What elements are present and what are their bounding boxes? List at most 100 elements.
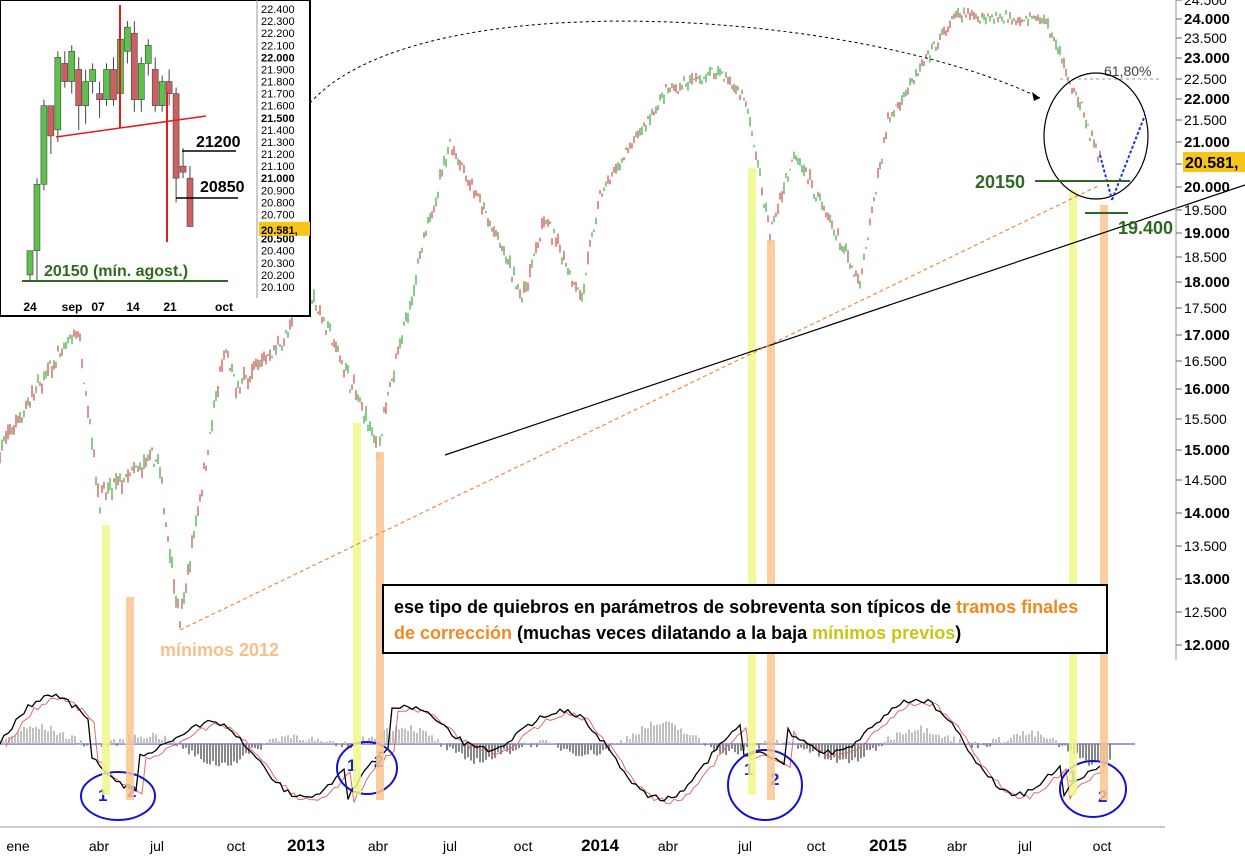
inset-y-tick-label: 22.200 <box>261 28 295 40</box>
x-tick-label: abr <box>368 838 389 854</box>
inset-candle-body <box>124 26 131 52</box>
support-label-19400: 19.400 <box>1118 218 1173 238</box>
time-axis: ene abr jul oct 2013 abr jul oct 2014 abr jul oct 20… <box>0 826 1165 855</box>
arrow-head <box>1032 92 1040 101</box>
inset-y-tick-label: 21.200 <box>261 149 295 161</box>
inset-candle-body <box>138 63 145 100</box>
orange-highlight-bar <box>126 597 134 800</box>
inset-y-tick-label: 20.100 <box>261 282 295 294</box>
inset-candle-body <box>144 44 152 64</box>
x-tick-label: jul <box>149 838 164 854</box>
x-tick-label: 2014 <box>581 836 619 855</box>
y-tick-label: 20.000 <box>1184 179 1230 196</box>
inset-y-tick-label: 20.300 <box>261 258 295 270</box>
y-tick-label: 24.500 <box>1184 0 1227 8</box>
inset-candle-body <box>54 57 62 131</box>
inset-candle-body <box>151 69 159 107</box>
y-tick-label: 18.000 <box>1184 274 1230 291</box>
inset-candle-body <box>89 69 96 82</box>
y-tick-label: 23.000 <box>1184 50 1230 67</box>
inset-candle-body <box>179 165 187 173</box>
inset-candle-body <box>186 177 194 227</box>
chart-overlays: 61,80% 20150 19.400 mínimos 2012 <box>102 20 1245 800</box>
projection-line <box>1099 154 1113 201</box>
projection-line <box>1111 114 1146 201</box>
y-tick-label: 12.500 <box>1184 604 1227 620</box>
y-tick-label: 15.000 <box>1184 442 1230 459</box>
inset-candle-body <box>26 250 34 276</box>
inset-x-tick-label: 21 <box>163 300 177 314</box>
inset-x-tick-label: 14 <box>126 300 140 314</box>
inset-candle-body <box>172 93 180 179</box>
inset-y-tick-label: 22.100 <box>261 40 295 52</box>
curved-arrow <box>309 20 1041 104</box>
y-tick-label: 18.500 <box>1184 249 1227 265</box>
note-text-2: (muchas veces dilatando a la baja <box>512 623 813 643</box>
oscillator-circle <box>1059 760 1127 818</box>
x-tick-label: 2015 <box>869 836 907 855</box>
x-tick-label: abr <box>947 838 968 854</box>
y-tick-label: 19.500 <box>1184 202 1227 218</box>
annotation-box: ese tipo de quiebros en parámetros de so… <box>382 584 1108 654</box>
price-axis: 12.000 12.500 13.000 13.500 14.000 14.500 15.0… <box>1175 0 1245 660</box>
inset-candle-body <box>33 183 41 252</box>
inset-x-tick-label: 24 <box>23 300 37 314</box>
yellow-highlight-bar <box>748 168 756 795</box>
oscillator-panel: 12121212 <box>0 693 1135 821</box>
y-tick-label: 14.000 <box>1184 505 1230 522</box>
lows-2012-label: mínimos 2012 <box>160 640 279 660</box>
inset-y-tick-label: 21.100 <box>261 161 295 173</box>
inset-y-tick-label: 22.400 <box>261 4 295 16</box>
oscillator-circle <box>336 741 398 795</box>
oscillator-circle <box>727 749 803 821</box>
inset-candle-body <box>96 93 103 100</box>
y-tick-label: 22.000 <box>1184 91 1230 108</box>
x-tick-label: oct <box>1093 838 1112 854</box>
x-tick-label: jul <box>442 838 457 854</box>
inset-y-tick-label: 21.600 <box>261 101 295 113</box>
oscillator-circle <box>80 771 156 821</box>
y-tick-label: 15.500 <box>1184 411 1227 427</box>
inset-candle-body <box>165 81 173 94</box>
inset-current-price-label: 20.581, <box>261 225 298 237</box>
trendline-dashed <box>179 184 1101 631</box>
y-tick-label: 14.500 <box>1184 472 1227 488</box>
inset-y-tick-label: 20.500 <box>261 234 295 246</box>
y-tick-label: 21.500 <box>1184 112 1227 128</box>
y-tick-label: 13.000 <box>1184 571 1230 588</box>
note-text-3: ) <box>955 623 962 643</box>
fib-label: 61,80% <box>1104 63 1151 79</box>
oscillator-label: 1 <box>347 756 356 775</box>
yellow-highlight-bar <box>102 525 110 795</box>
inset-y-tick-label: 22.300 <box>261 16 295 28</box>
inset-y-tick-label: 20.800 <box>261 197 295 209</box>
inset-candle-body <box>68 51 76 82</box>
inset-x-tick-label: oct <box>215 300 233 314</box>
inset-candle-body <box>103 69 110 100</box>
inset-x-tick-label: 07 <box>91 300 105 314</box>
x-tick-label: oct <box>514 838 533 854</box>
current-price-box <box>1183 152 1245 172</box>
x-tick-label: oct <box>807 838 826 854</box>
inset-chart: 20.10020.20020.30020.40020.50020.60020.7… <box>0 0 311 317</box>
inset-candle-body <box>110 69 117 100</box>
inset-candle-body <box>131 32 138 100</box>
x-tick-label: ene <box>6 838 30 854</box>
current-price-label: 20.581, <box>1185 155 1238 172</box>
inset-y-tick-label: 20.900 <box>261 185 295 197</box>
x-tick-label: abr <box>658 838 679 854</box>
note-text-1: ese tipo de quiebros en parámetros de so… <box>394 597 957 617</box>
inset-frame <box>0 0 311 317</box>
y-tick-label: 21.000 <box>1184 134 1230 151</box>
inset-y-tick-label: 21.500 <box>261 113 295 125</box>
inset-y-tick-label: 20.200 <box>261 270 295 282</box>
x-tick-label: jul <box>737 838 752 854</box>
support-label-20150: 20150 <box>975 172 1025 192</box>
x-tick-label: oct <box>227 838 246 854</box>
y-tick-label: 13.500 <box>1184 538 1227 554</box>
orange-highlight-bar <box>1100 205 1108 800</box>
inset-x-tick-label: sep <box>62 300 83 314</box>
inset-y-tick-label: 21.000 <box>261 173 295 185</box>
x-tick-label: jul <box>1017 838 1032 854</box>
